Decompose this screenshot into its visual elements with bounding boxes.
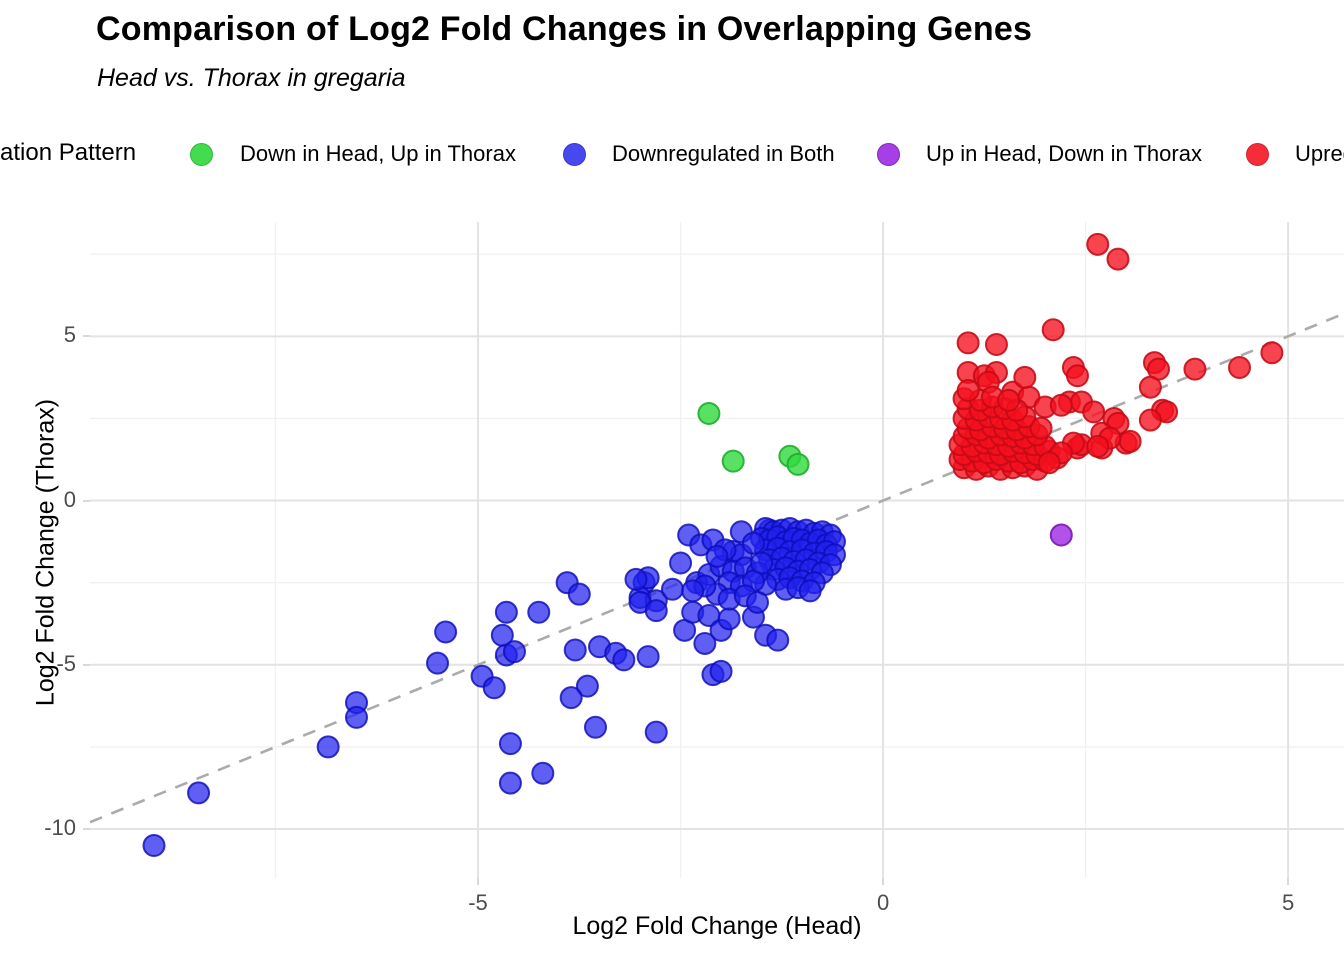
data-point-downregulated-in-both (644, 720, 668, 744)
x-tick-label: -5 (468, 890, 488, 915)
x-tick-mark (1287, 878, 1290, 885)
data-point-downregulated-in-both (669, 551, 693, 575)
data-point-downregulated-in-both (187, 781, 211, 805)
data-point-upregulated-in-both (1228, 356, 1251, 380)
data-point-upregulated-in-both (956, 331, 980, 355)
data-point-upregulated-in-both (1183, 357, 1207, 381)
data-point-downregulated-in-both (709, 659, 733, 683)
data-point-downregulated-in-both (644, 599, 668, 623)
y-tick-label: 0 (63, 486, 76, 512)
data-point-downregulated-in-both (705, 544, 729, 568)
data-point-downregulated-in-both (717, 607, 741, 631)
data-point-downregulated-in-both (746, 590, 770, 614)
data-point-downregulated-in-both (498, 771, 522, 795)
data-point-downregulated-in-both (498, 732, 522, 756)
data-point-upregulated-in-both (1260, 341, 1284, 365)
data-point-downregulated-in-both (741, 531, 765, 555)
data-point-downregulated-in-both (750, 551, 774, 575)
y-tick-mark (83, 499, 90, 502)
chart-subtitle: Head vs. Thorax in gregaria (97, 64, 406, 92)
y-tick-label: 5 (63, 322, 76, 348)
data-point-upregulated-in-both (1013, 365, 1037, 389)
y-tick-label: -10 (44, 815, 76, 841)
y-tick-mark (83, 335, 90, 338)
legend-label: Upregulated in Both (1295, 141, 1344, 166)
x-axis-title: Log2 Fold Change (Head) (572, 912, 862, 940)
data-point-downregulated-in-both (563, 638, 587, 662)
data-point-downregulated-in-both (482, 676, 506, 700)
data-point-downregulated-in-both (660, 577, 684, 601)
data-point-upregulated-in-both (1029, 416, 1053, 440)
legend-label: Down in Head, Up in Thorax (240, 141, 516, 166)
data-point-upregulated-in-both (997, 388, 1021, 412)
data-point-downregulated-in-both (531, 761, 555, 785)
chart-title: Comparison of Log2 Fold Changes in Overl… (96, 10, 1033, 48)
legend-key-green-icon (190, 143, 213, 166)
data-point-downregulated-in-both (434, 620, 458, 644)
data-point-upregulated-in-both (1138, 408, 1162, 432)
data-point-downregulated-in-both (490, 623, 514, 647)
plot-panel (89, 222, 1344, 878)
legend-key-purple-icon (877, 143, 900, 166)
y-tick-label: -5 (56, 650, 76, 676)
data-point-downregulated-in-both (798, 579, 822, 603)
data-point-downregulated-in-both (559, 686, 583, 710)
data-point-upregulated-in-both (1118, 429, 1142, 453)
data-point-upregulated-in-both (1138, 375, 1162, 399)
y-tick-mark (83, 828, 90, 831)
legend-label: Up in Head, Down in Thorax (926, 141, 1202, 166)
data-point-upregulated-in-both (1086, 434, 1110, 458)
legend: ation Pattern Down in Head, Up in Thorax… (0, 136, 1344, 172)
data-point-upregulated-in-both (1037, 451, 1061, 475)
data-point-downregulated-in-both (502, 640, 526, 664)
data-point-up-in-head-down-in-thorax (1049, 523, 1073, 547)
data-point-upregulated-in-both (1082, 400, 1106, 424)
data-point-downregulated-in-both (316, 735, 340, 759)
data-point-down-in-head-up-in-thorax (721, 449, 745, 473)
scatter-plot (89, 222, 1344, 878)
x-tick-label: 5 (1281, 890, 1295, 915)
data-point-downregulated-in-both (612, 648, 636, 672)
x-tick-label: 0 (876, 890, 890, 915)
data-point-downregulated-in-both (527, 600, 551, 624)
data-point-downregulated-in-both (681, 579, 705, 603)
data-point-downregulated-in-both (494, 600, 518, 624)
data-point-upregulated-in-both (984, 333, 1008, 357)
data-point-upregulated-in-both (956, 379, 980, 403)
data-point-downregulated-in-both (567, 582, 591, 606)
data-point-downregulated-in-both (693, 631, 717, 655)
data-point-upregulated-in-both (1086, 232, 1110, 256)
legend-title: ation Pattern (0, 139, 137, 166)
data-point-downregulated-in-both (636, 645, 660, 669)
data-point-down-in-head-up-in-thorax (786, 452, 810, 476)
data-point-upregulated-in-both (1041, 318, 1065, 342)
data-point-downregulated-in-both (766, 628, 790, 652)
data-point-upregulated-in-both (1049, 393, 1073, 417)
data-point-upregulated-in-both (1065, 364, 1089, 388)
x-tick-mark (477, 878, 480, 885)
data-point-downregulated-in-both (142, 833, 166, 857)
data-point-downregulated-in-both (575, 674, 599, 698)
legend-label: Downregulated in Both (612, 141, 835, 166)
data-point-downregulated-in-both (583, 715, 607, 739)
x-tick-mark (882, 878, 885, 885)
data-point-downregulated-in-both (624, 567, 648, 591)
data-point-down-in-head-up-in-thorax (697, 402, 721, 426)
data-point-upregulated-in-both (1106, 247, 1130, 271)
data-point-downregulated-in-both (426, 651, 450, 675)
data-point-downregulated-in-both (345, 705, 369, 729)
y-axis-title: Log2 Fold Change (Thorax) (31, 398, 60, 707)
legend-key-red-icon (1246, 143, 1269, 166)
legend-key-blue-icon (563, 143, 586, 166)
y-tick-mark (83, 663, 90, 666)
